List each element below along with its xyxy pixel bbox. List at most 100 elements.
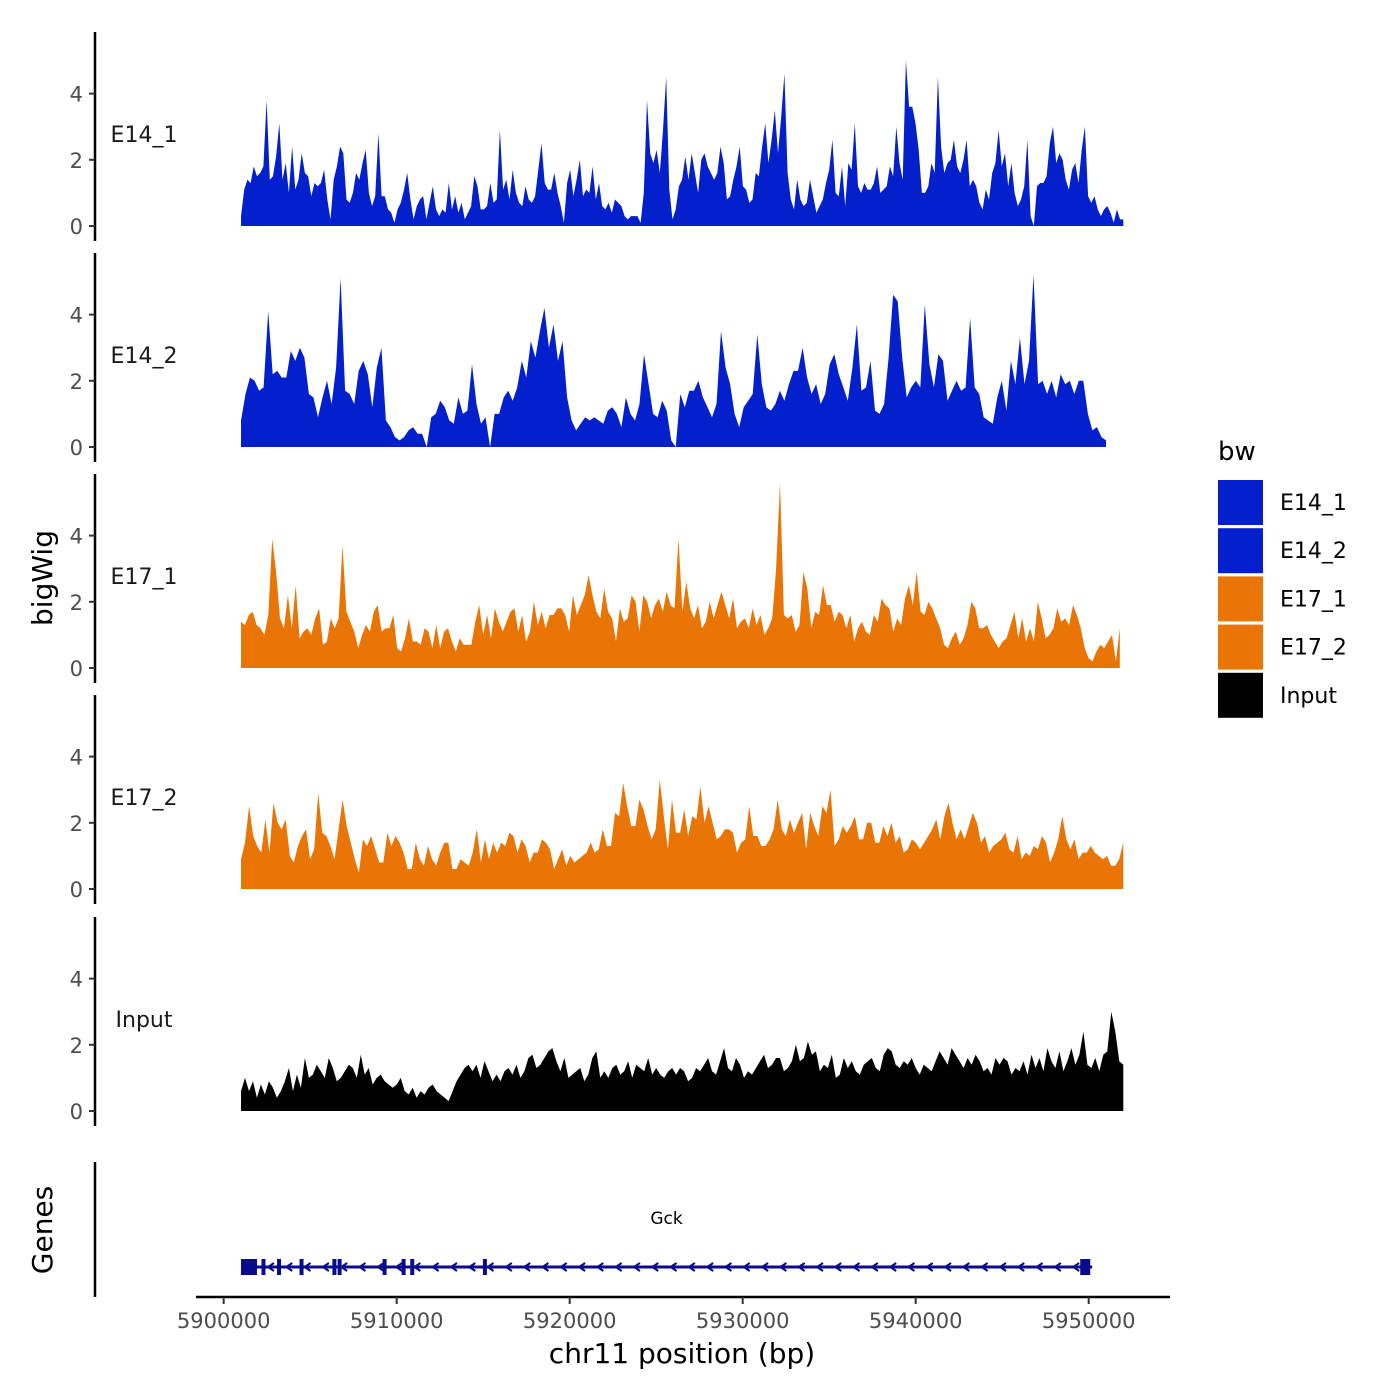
y-tick-label: 2 (70, 370, 83, 394)
x-tick-label: 5900000 (177, 1309, 271, 1333)
legend-label: E14_2 (1280, 539, 1347, 564)
x-tick-label: 5950000 (1042, 1309, 1136, 1333)
track-label: Input (116, 1008, 173, 1033)
strand-arrow (394, 1262, 403, 1272)
exon (299, 1259, 304, 1275)
genes-axis-title: Genes (26, 1186, 59, 1274)
strand-arrow (1016, 1262, 1025, 1272)
x-axis: 5900000 5910000 5920000 5930000 5940000 59500… (177, 1295, 1170, 1333)
track-panel-e17-1: 0 2 4 E17_1 (70, 474, 1120, 683)
strand-arrow (284, 1262, 293, 1272)
legend: bw E14_1 E14_2 E17_1 E17_2 Input (1218, 437, 1347, 718)
exon (410, 1259, 415, 1275)
x-tick-label: 5940000 (869, 1309, 963, 1333)
y-tick-label: 4 (70, 525, 83, 549)
coverage-area-input (241, 1011, 1124, 1111)
strand-arrow (467, 1262, 476, 1272)
legend-swatch (1218, 672, 1263, 718)
strand-arrow (449, 1262, 458, 1272)
y-tick-label: 4 (70, 746, 83, 770)
x-axis-title: chr11 position (bp) (549, 1337, 815, 1370)
x-tick-label: 5930000 (696, 1309, 790, 1333)
exon (382, 1259, 387, 1275)
strand-arrow (650, 1262, 659, 1272)
y-axis-title: bigWig (26, 530, 59, 626)
strand-arrow (522, 1262, 531, 1272)
track-panel-e17-2: 0 2 4 E17_2 (70, 695, 1124, 904)
strand-arrow (705, 1262, 714, 1272)
strand-arrow (723, 1262, 733, 1272)
track-panel-e14-1: 0 2 4 E14_1 (70, 32, 1124, 241)
y-tick-label: 0 (70, 1100, 83, 1124)
track-label: E17_2 (111, 786, 178, 811)
strand-arrow (870, 1262, 879, 1272)
legend-swatch (1218, 576, 1263, 622)
track-label: E17_1 (111, 565, 178, 590)
strand-arrow (888, 1262, 897, 1272)
legend-label: E17_1 (1280, 587, 1347, 612)
strand-arrow (687, 1262, 696, 1272)
strand-arrow (741, 1262, 751, 1272)
strand-arrow (961, 1262, 970, 1272)
exon (401, 1259, 406, 1275)
strand-arrow (1071, 1262, 1080, 1272)
gene-name-label: Gck (650, 1209, 683, 1229)
strand-arrow (943, 1262, 952, 1272)
strand-arrow (815, 1262, 824, 1272)
exon (482, 1259, 487, 1275)
legend-swatch (1218, 624, 1263, 670)
strand-arrow (357, 1262, 367, 1272)
strand-arrow (321, 1262, 330, 1272)
exon (337, 1259, 342, 1275)
strand-arrow (1053, 1262, 1062, 1272)
y-tick-label: 2 (70, 591, 83, 615)
y-tick-label: 4 (70, 83, 83, 107)
legend-label: E14_1 (1280, 491, 1347, 516)
strand-arrow (375, 1262, 385, 1272)
strand-arrow (485, 1262, 495, 1272)
strand-arrow (760, 1262, 769, 1272)
strand-arrow (979, 1262, 989, 1272)
track-panels: 0 2 4 E14_1 0 2 4 E14_2 0 2 4 E17_1 0 2 4 E17_2 0 2 4 Input (70, 32, 1124, 1126)
x-tick-label: 5910000 (350, 1309, 444, 1333)
coverage-area-e17-1 (241, 482, 1120, 668)
y-tick-label: 2 (70, 1034, 83, 1058)
strand-arrow (613, 1262, 623, 1272)
strand-arrow (1034, 1262, 1044, 1272)
strand-arrow (906, 1262, 916, 1272)
strand-arrow (302, 1262, 312, 1272)
y-tick-label: 2 (70, 149, 83, 173)
coverage-area-e14-2 (241, 274, 1106, 447)
strand-arrow (851, 1262, 861, 1272)
strand-arrow (924, 1262, 934, 1272)
strand-arrow (504, 1262, 513, 1272)
strand-arrow (778, 1262, 787, 1272)
strand-arrow (632, 1262, 641, 1272)
strand-arrow (558, 1262, 568, 1272)
strand-arrow (833, 1262, 842, 1272)
strand-arrow (540, 1262, 550, 1272)
legend-swatch (1218, 480, 1263, 525)
y-tick-label: 4 (70, 968, 83, 992)
legend-label: E17_2 (1280, 636, 1347, 661)
exon (277, 1259, 282, 1275)
coverage-area-e14-1 (241, 60, 1124, 226)
gene-track: Gck (93, 1162, 1093, 1297)
legend-label: Input (1280, 684, 1337, 709)
y-tick-label: 0 (70, 215, 83, 239)
legend-swatch (1218, 528, 1263, 574)
strand-arrow (412, 1262, 421, 1272)
exon (332, 1259, 337, 1275)
track-label: E14_1 (111, 123, 178, 148)
coverage-area-e17-2 (241, 779, 1124, 889)
strand-arrow (577, 1262, 586, 1272)
strand-arrow (430, 1262, 440, 1272)
track-panel-input: 0 2 4 Input (70, 917, 1124, 1126)
strand-arrow (266, 1262, 275, 1272)
y-tick-label: 0 (70, 436, 83, 460)
exon (1080, 1259, 1091, 1275)
legend-title: bw (1218, 437, 1256, 467)
strand-arrow (668, 1262, 678, 1272)
y-tick-label: 4 (70, 304, 83, 328)
